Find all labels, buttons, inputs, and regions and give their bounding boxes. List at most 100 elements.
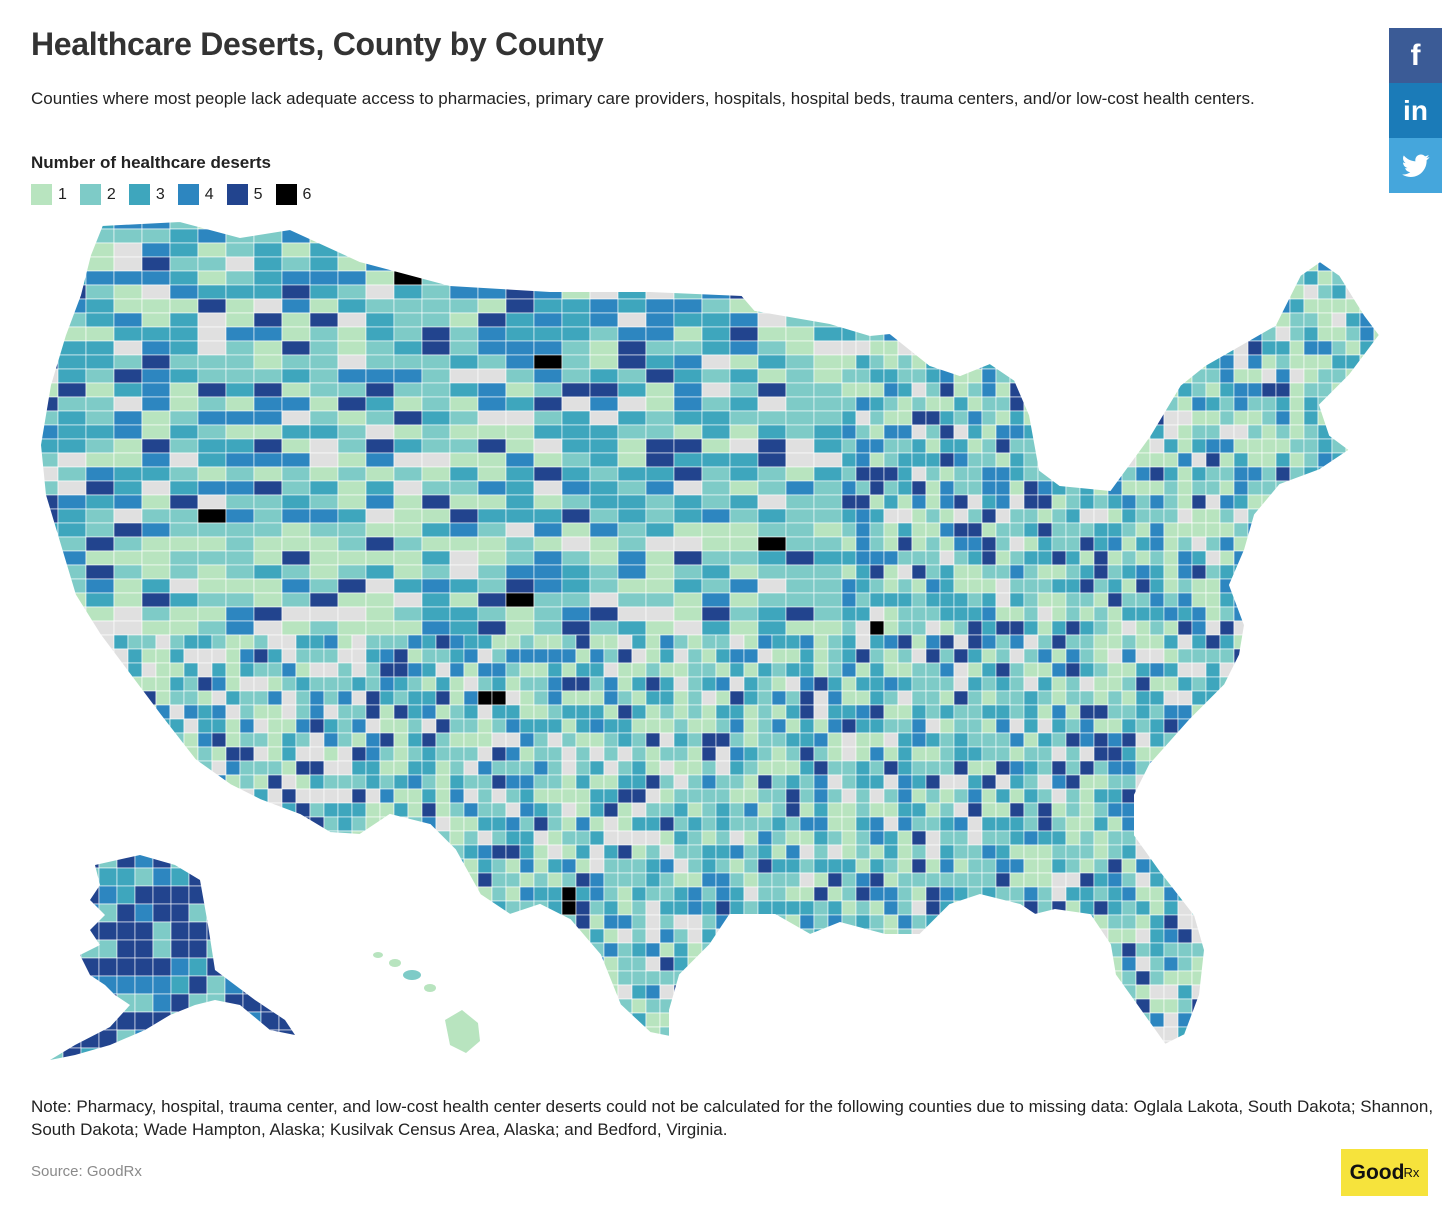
county-cell bbox=[449, 690, 465, 706]
county-cell bbox=[1219, 858, 1235, 874]
county-cell bbox=[645, 312, 675, 328]
county-cell bbox=[701, 298, 731, 314]
county-cell bbox=[715, 718, 731, 734]
county-cell bbox=[43, 1026, 59, 1042]
county-cell bbox=[925, 942, 941, 958]
county-cell bbox=[659, 900, 675, 916]
county-cell bbox=[1261, 550, 1277, 566]
county-cell bbox=[197, 508, 227, 524]
county-cell bbox=[519, 886, 535, 902]
county-cell bbox=[589, 928, 605, 944]
county-cell bbox=[1303, 494, 1319, 510]
county-cell bbox=[477, 1026, 493, 1042]
facebook-share-button[interactable]: f bbox=[1389, 28, 1442, 83]
county-cell bbox=[1135, 284, 1151, 300]
county-cell bbox=[855, 704, 871, 720]
county-cell bbox=[785, 578, 815, 594]
county-cell bbox=[855, 732, 871, 748]
county-cell bbox=[897, 494, 913, 510]
county-cell bbox=[57, 438, 87, 454]
county-cell bbox=[1219, 900, 1235, 916]
county-cell bbox=[743, 872, 759, 888]
county-cell bbox=[183, 704, 199, 720]
county-cell bbox=[1191, 270, 1207, 286]
county-cell bbox=[1107, 410, 1123, 426]
county-cell bbox=[141, 662, 157, 678]
county-cell bbox=[309, 410, 339, 426]
county-cell bbox=[869, 816, 885, 832]
county-cell bbox=[1177, 984, 1193, 1000]
county-cell bbox=[85, 340, 115, 356]
county-cell bbox=[85, 634, 101, 650]
county-cell bbox=[981, 914, 997, 930]
county-cell bbox=[883, 256, 899, 272]
county-cell bbox=[785, 830, 801, 846]
county-cell bbox=[85, 312, 115, 328]
county-cell bbox=[855, 606, 871, 622]
county-cell bbox=[939, 228, 955, 244]
county-cell bbox=[757, 704, 773, 720]
county-cell bbox=[253, 1026, 269, 1042]
county-cell bbox=[1388, 215, 1402, 229]
county-cell bbox=[561, 830, 577, 846]
county-cell bbox=[547, 662, 563, 678]
county-cell bbox=[267, 970, 283, 986]
county-cell bbox=[729, 522, 759, 538]
county-cell bbox=[827, 690, 843, 706]
county-cell bbox=[645, 228, 675, 244]
county-cell bbox=[197, 634, 213, 650]
county-cell bbox=[1247, 634, 1263, 650]
county-cell bbox=[169, 1026, 185, 1042]
county-cell bbox=[421, 452, 451, 468]
county-cell bbox=[603, 900, 619, 916]
county-cell bbox=[1359, 228, 1375, 244]
county-cell bbox=[505, 466, 535, 482]
county-cell bbox=[1163, 928, 1179, 944]
county-cell bbox=[617, 256, 647, 272]
county-cell bbox=[1317, 956, 1333, 972]
county-cell bbox=[687, 858, 703, 874]
county-cell bbox=[85, 704, 101, 720]
county-cell bbox=[113, 221, 143, 230]
linkedin-share-button[interactable]: in bbox=[1389, 83, 1442, 138]
county-cell bbox=[421, 970, 437, 986]
county-cell bbox=[995, 284, 1011, 300]
county-cell bbox=[1079, 494, 1095, 510]
county-cell bbox=[57, 1026, 73, 1042]
county-cell bbox=[253, 410, 283, 426]
county-cell bbox=[505, 550, 535, 566]
county-cell bbox=[771, 774, 787, 790]
county-cell bbox=[1051, 522, 1067, 538]
legend-swatch bbox=[79, 184, 101, 205]
county-cell bbox=[1037, 1026, 1053, 1042]
county-cell bbox=[281, 424, 311, 440]
county-cell bbox=[1107, 732, 1123, 748]
county-cell bbox=[687, 634, 703, 650]
county-cell bbox=[1233, 984, 1249, 1000]
county-cell bbox=[239, 774, 255, 790]
county-cell bbox=[1093, 830, 1109, 846]
county-cell bbox=[1359, 970, 1375, 986]
county-cell bbox=[505, 228, 535, 244]
county-cell bbox=[1009, 872, 1025, 888]
county-cell bbox=[1289, 620, 1305, 636]
county-cell bbox=[393, 928, 409, 944]
county-cell bbox=[169, 494, 199, 510]
county-cell bbox=[1107, 284, 1123, 300]
county-cell bbox=[267, 844, 283, 860]
county-cell bbox=[1289, 844, 1305, 860]
county-cell bbox=[393, 298, 423, 314]
county-cell bbox=[1093, 564, 1109, 580]
county-cell bbox=[981, 760, 997, 776]
county-cell bbox=[421, 1040, 437, 1045]
county-cell bbox=[715, 802, 731, 818]
twitter-share-button[interactable] bbox=[1389, 138, 1442, 193]
county-cell bbox=[1079, 242, 1095, 258]
county-cell bbox=[225, 1040, 241, 1045]
county-cell bbox=[617, 956, 633, 972]
county-cell bbox=[897, 298, 913, 314]
county-cell bbox=[1149, 298, 1165, 314]
county-cell bbox=[1093, 634, 1109, 650]
county-cell bbox=[757, 536, 787, 552]
county-cell bbox=[253, 466, 283, 482]
